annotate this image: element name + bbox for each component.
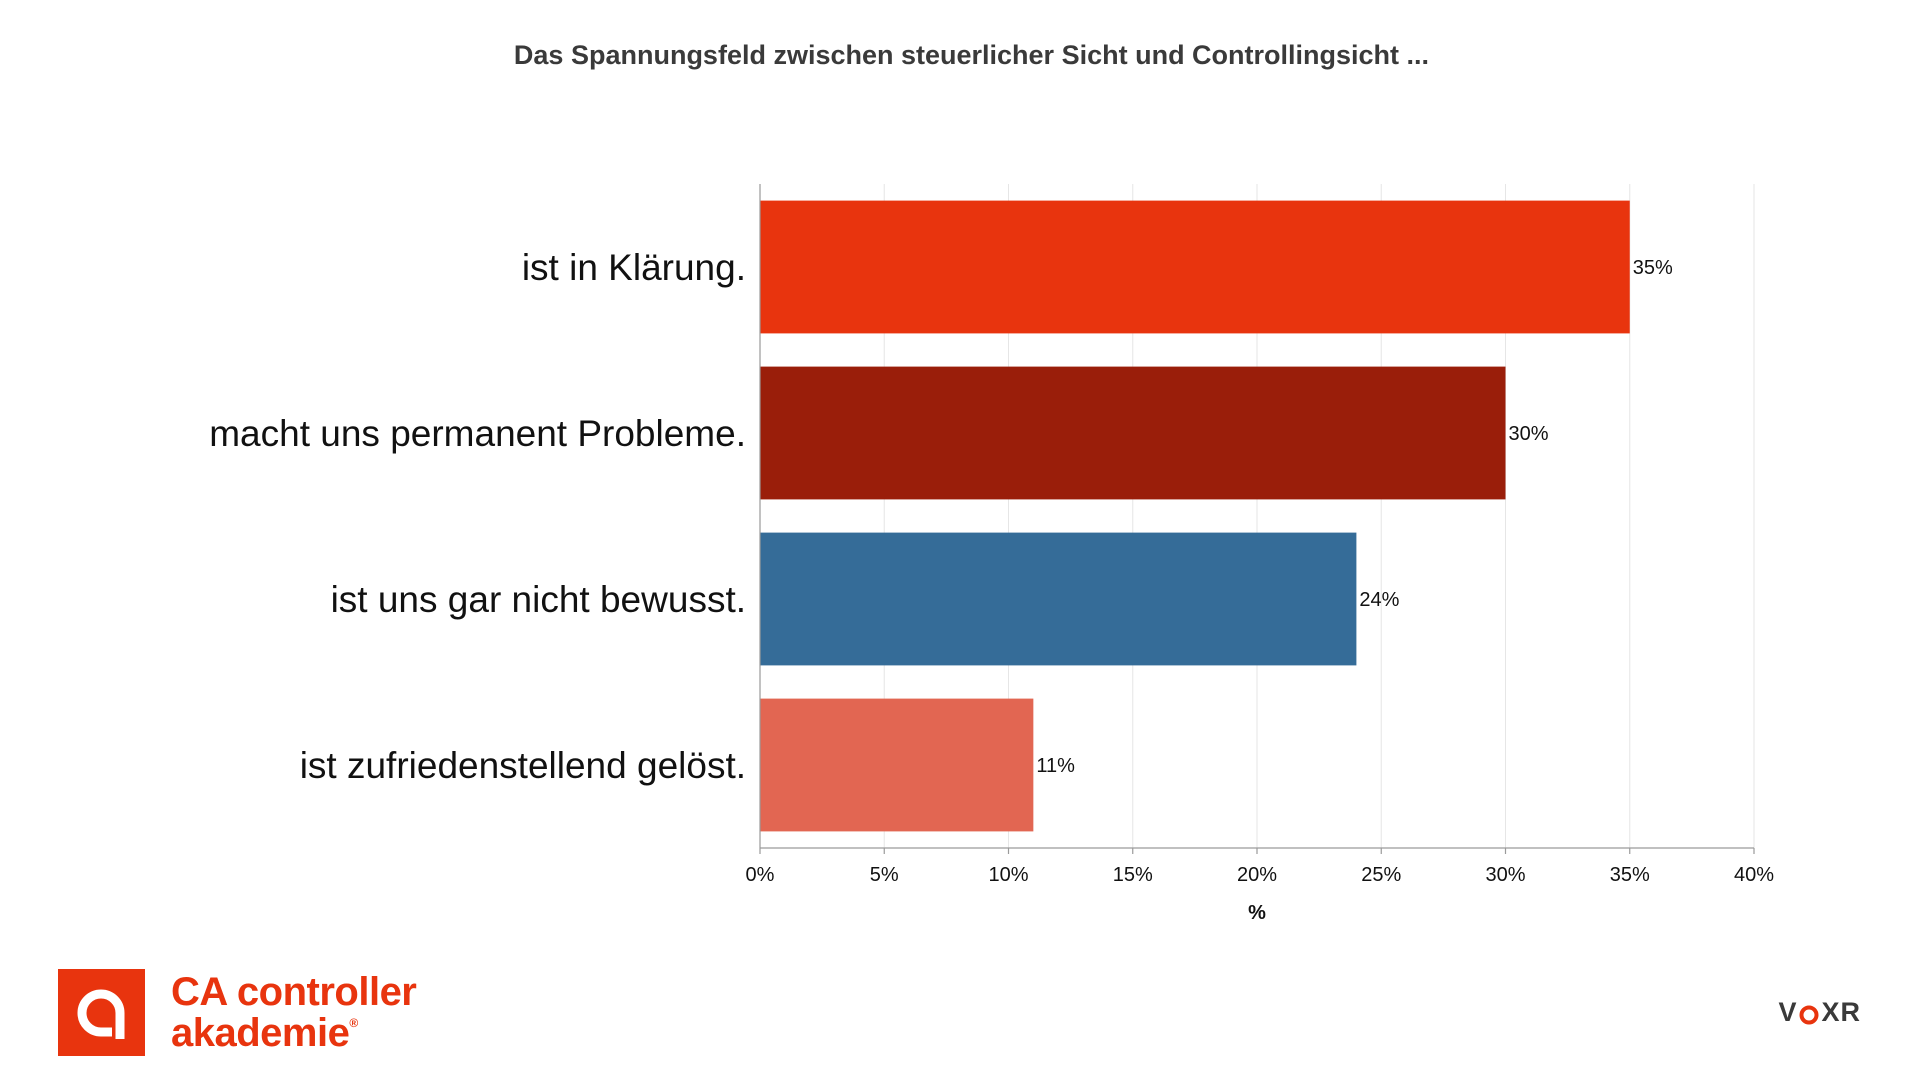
x-tick-label: 25% [1361, 864, 1401, 886]
data-label: 11% [1036, 755, 1075, 777]
x-tick-label: 15% [1113, 864, 1153, 886]
category-label: ist zufriedenstellend gelöst. [300, 745, 746, 786]
ca-logo-icon [58, 969, 145, 1056]
registered-mark: ® [349, 1015, 358, 1030]
data-label: 24% [1359, 589, 1399, 611]
ca-logo-line2-wrap: akademie® [171, 1010, 416, 1055]
x-tick-label: 40% [1734, 864, 1774, 886]
data-labels: 35% 30% 24% 11% [1036, 257, 1673, 777]
bar [760, 532, 1357, 666]
bars [760, 200, 1630, 832]
voxr-o-icon [1798, 1002, 1820, 1024]
x-axis-title: % [1248, 902, 1266, 924]
bar [760, 366, 1506, 500]
bar [760, 200, 1630, 334]
voxr-logo: V XR [1778, 997, 1861, 1028]
x-tick-label: 0% [746, 864, 775, 886]
ca-logo-line2: akademie [171, 1010, 350, 1055]
x-tick-label: 20% [1237, 864, 1277, 886]
ca-logo-line1: CA controller [171, 969, 417, 1014]
voxr-logo-xr: XR [1821, 997, 1861, 1027]
voxr-logo-v: V [1778, 997, 1798, 1027]
ca-controller-akademie-logo: CA controller akademie® [58, 969, 417, 1056]
data-label: 30% [1509, 423, 1549, 445]
category-labels: ist in Klärung. macht uns permanent Probl… [209, 247, 746, 786]
x-tick-label: 10% [988, 864, 1028, 886]
x-axis-ticks: 0% 5% 10% 15% 20% 25% 30% 35% 40% [746, 848, 1774, 886]
category-label: macht uns permanent Probleme. [209, 413, 746, 454]
x-tick-label: 30% [1485, 864, 1525, 886]
chart-title: Das Spannungsfeld zwischen steuerlicher … [513, 40, 1430, 70]
x-tick-label: 35% [1610, 864, 1650, 886]
ca-logo-wordmark: CA controller akademie® [171, 969, 417, 1055]
bar [760, 698, 1034, 832]
data-label: 35% [1633, 257, 1673, 279]
category-label: ist in Klärung. [522, 247, 746, 288]
x-tick-label: 5% [870, 864, 899, 886]
category-label: ist uns gar nicht bewusst. [331, 579, 746, 620]
